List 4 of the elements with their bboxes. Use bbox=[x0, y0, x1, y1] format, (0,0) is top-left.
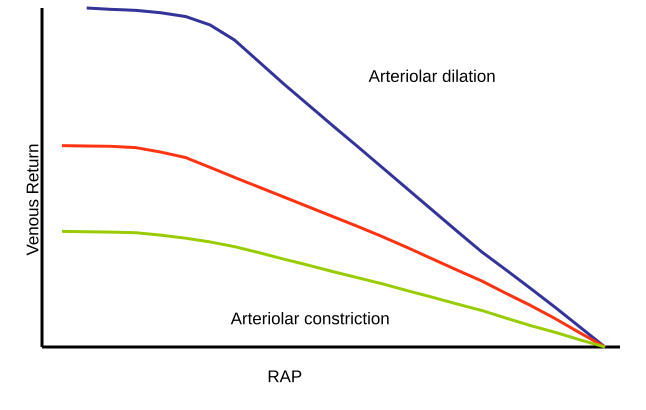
annotation: Arteriolar dilation bbox=[368, 70, 495, 82]
x-axis-title: RAP bbox=[268, 370, 302, 382]
annotation: Arteriolar constriction bbox=[230, 312, 389, 324]
y-axis-title: Venous Return bbox=[26, 144, 38, 256]
